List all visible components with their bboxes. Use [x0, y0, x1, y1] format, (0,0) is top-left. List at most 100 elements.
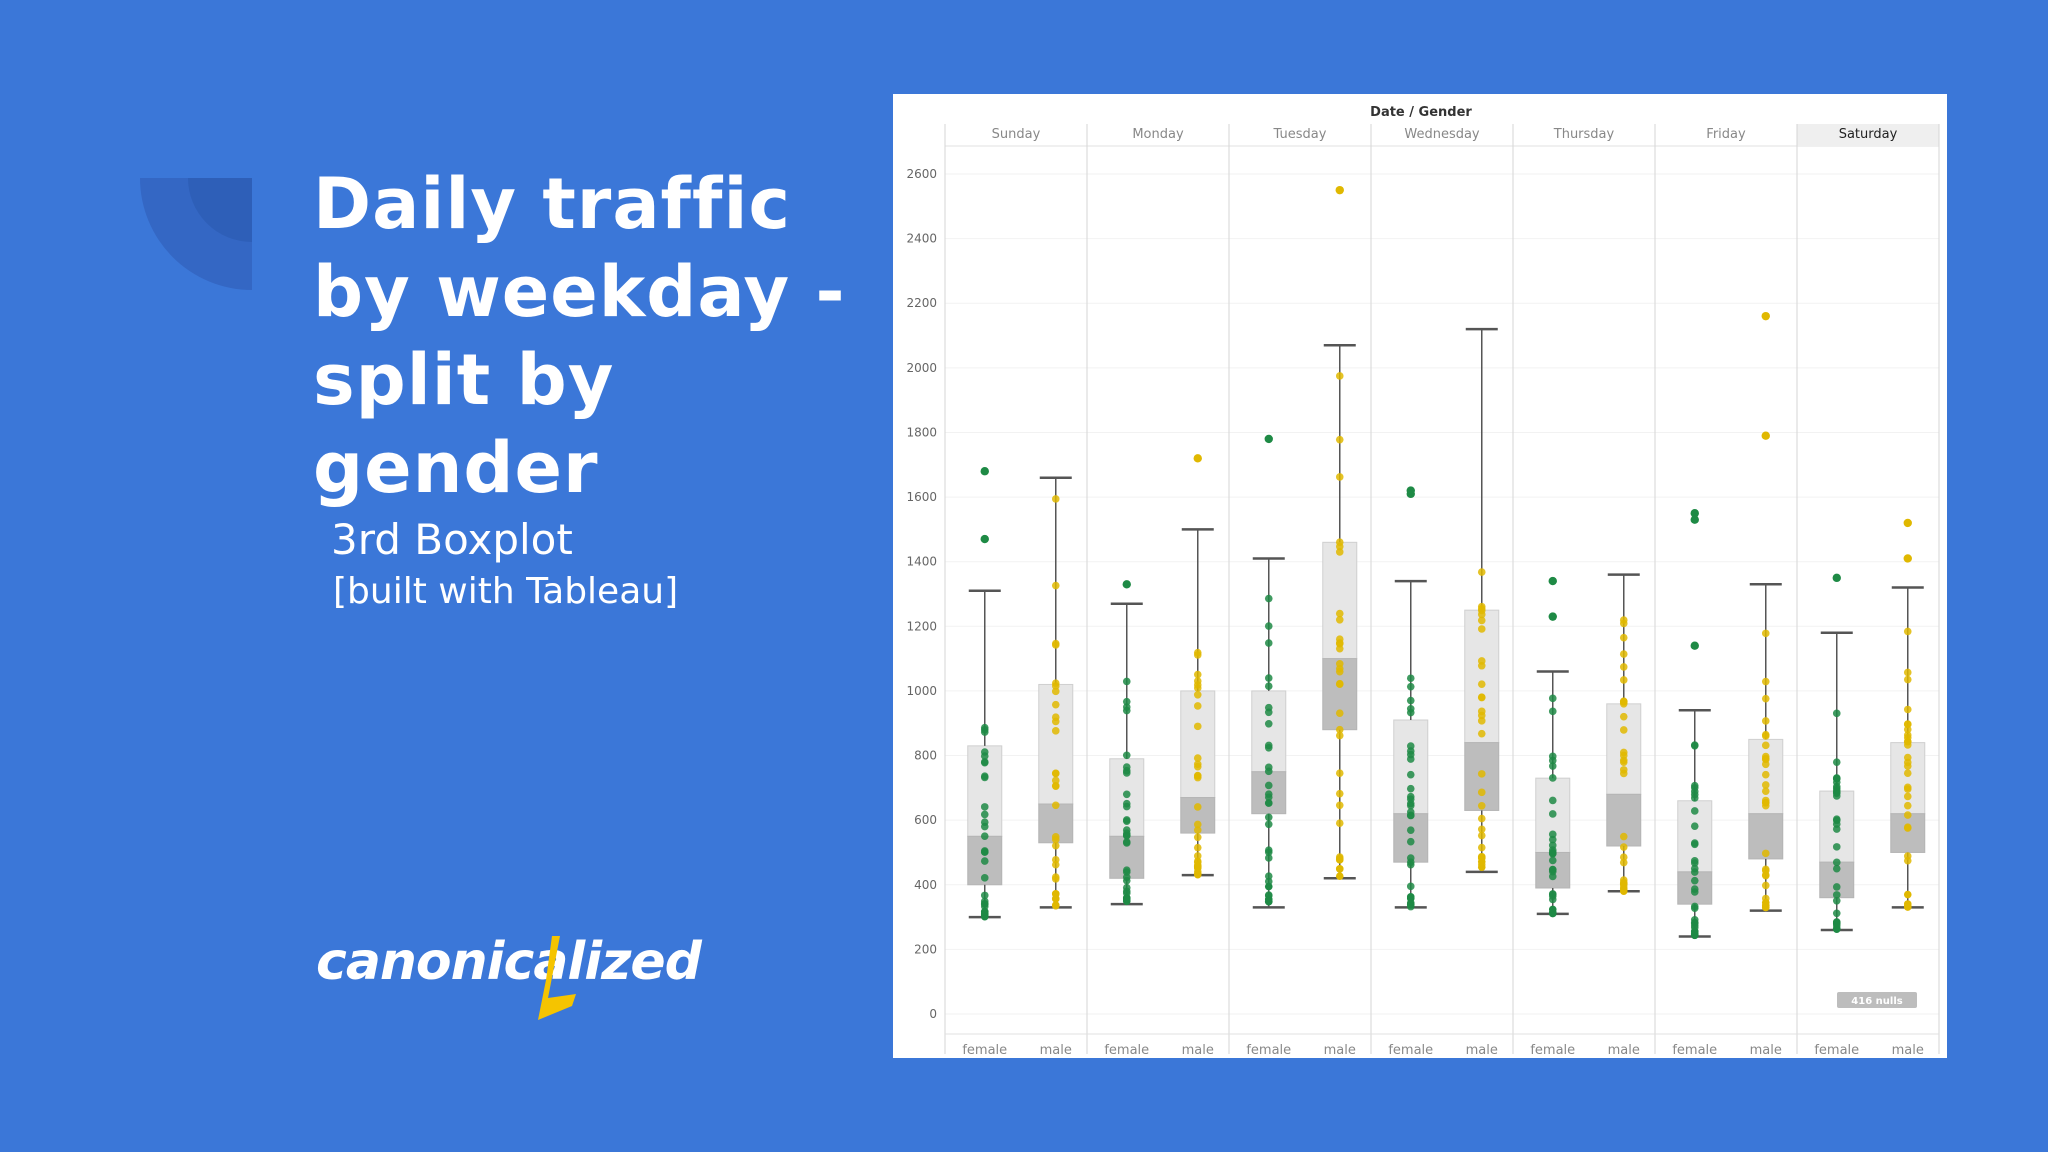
- data-point: [980, 900, 989, 908]
- data-point: [1477, 863, 1486, 871]
- day-header-label: Sunday: [992, 127, 1041, 142]
- data-point: [1548, 909, 1557, 917]
- data-point: [1832, 883, 1841, 891]
- data-point: [1051, 782, 1060, 790]
- data-point: [1193, 677, 1202, 685]
- data-point: [1548, 796, 1557, 805]
- data-point: [1406, 882, 1415, 891]
- data-point: [980, 891, 989, 900]
- data-point: [1619, 858, 1628, 867]
- outlier-point: [980, 467, 989, 476]
- y-tick-label: 2000: [906, 361, 937, 375]
- data-point: [1690, 864, 1699, 873]
- x-tick-label: male: [1324, 1043, 1356, 1058]
- y-tick-label: 1400: [906, 555, 937, 569]
- data-point: [1335, 372, 1344, 380]
- data-point: [1832, 758, 1841, 766]
- x-tick-label: female: [1388, 1043, 1433, 1058]
- outlier-point: [1832, 573, 1841, 583]
- nulls-badge: [1837, 992, 1917, 1008]
- data-point: [1051, 727, 1060, 735]
- data-point: [1903, 824, 1912, 832]
- data-point: [980, 810, 989, 819]
- outlier-point: [1761, 431, 1770, 440]
- data-point: [1335, 679, 1344, 688]
- data-point: [1761, 760, 1770, 769]
- data-point: [1264, 781, 1273, 790]
- data-point: [1832, 858, 1841, 867]
- data-point: [1264, 790, 1273, 798]
- data-point: [1619, 663, 1628, 671]
- data-point: [1264, 872, 1273, 880]
- data-point: [1264, 820, 1273, 829]
- data-point: [1335, 789, 1344, 798]
- data-point: [1477, 657, 1486, 665]
- data-point: [1264, 594, 1273, 603]
- data-point: [1122, 751, 1131, 760]
- data-point: [980, 832, 989, 840]
- data-point: [1903, 705, 1912, 714]
- data-point: [1690, 781, 1699, 790]
- data-point: [1051, 860, 1060, 869]
- data-point: [1619, 712, 1628, 721]
- x-tick-label: female: [962, 1043, 1007, 1058]
- data-point: [1761, 770, 1770, 779]
- data-point: [1619, 748, 1628, 757]
- data-point: [1264, 639, 1273, 647]
- data-point: [1548, 835, 1557, 844]
- data-point: [980, 857, 989, 865]
- data-point: [1761, 730, 1770, 739]
- data-point: [980, 874, 989, 882]
- data-point: [1619, 853, 1628, 862]
- data-point: [1122, 697, 1131, 706]
- data-point: [1690, 902, 1699, 911]
- data-point: [980, 752, 989, 760]
- data-point: [1619, 650, 1628, 658]
- data-point: [1122, 876, 1131, 885]
- y-tick-label: 0: [929, 1007, 937, 1021]
- data-point: [1051, 835, 1060, 844]
- data-point: [1903, 811, 1912, 819]
- data-point: [1903, 890, 1912, 899]
- box-lower: [1890, 813, 1926, 853]
- x-tick-label: male: [1040, 1043, 1072, 1058]
- data-point: [1761, 787, 1770, 796]
- data-point: [1193, 862, 1202, 870]
- outlier-point: [1548, 612, 1557, 621]
- outlier-point: [1903, 554, 1912, 563]
- x-tick-label: female: [1814, 1043, 1859, 1058]
- y-tick-label: 400: [914, 878, 937, 892]
- data-point: [1477, 717, 1486, 725]
- data-point: [1619, 880, 1628, 889]
- data-point: [1903, 668, 1912, 677]
- data-point: [1619, 616, 1628, 624]
- data-point: [1832, 919, 1841, 928]
- data-point: [1335, 664, 1344, 673]
- data-point: [1761, 871, 1770, 880]
- data-point: [1548, 774, 1557, 782]
- data-point: [1548, 762, 1557, 770]
- data-point: [1477, 814, 1486, 823]
- data-point: [1832, 792, 1841, 800]
- data-point: [1264, 622, 1273, 630]
- data-point: [1406, 900, 1415, 908]
- data-point: [1477, 568, 1486, 576]
- outlier-point: [1548, 576, 1557, 586]
- data-point: [1690, 885, 1699, 893]
- y-tick-label: 800: [914, 749, 937, 763]
- data-point: [1619, 633, 1628, 642]
- data-point: [1477, 801, 1486, 810]
- data-point: [1406, 674, 1415, 683]
- day-header-label: Wednesday: [1404, 127, 1480, 142]
- y-tick-label: 1600: [906, 490, 937, 504]
- data-point: [1690, 822, 1699, 830]
- data-point: [980, 728, 989, 736]
- data-point: [1335, 616, 1344, 624]
- x-tick-label: male: [1750, 1043, 1782, 1058]
- data-point: [1335, 548, 1344, 556]
- data-point: [1051, 889, 1060, 898]
- data-point: [1619, 726, 1628, 734]
- chart-title: Date / Gender: [1370, 105, 1472, 120]
- data-point: [1122, 866, 1131, 874]
- data-point: [1548, 892, 1557, 900]
